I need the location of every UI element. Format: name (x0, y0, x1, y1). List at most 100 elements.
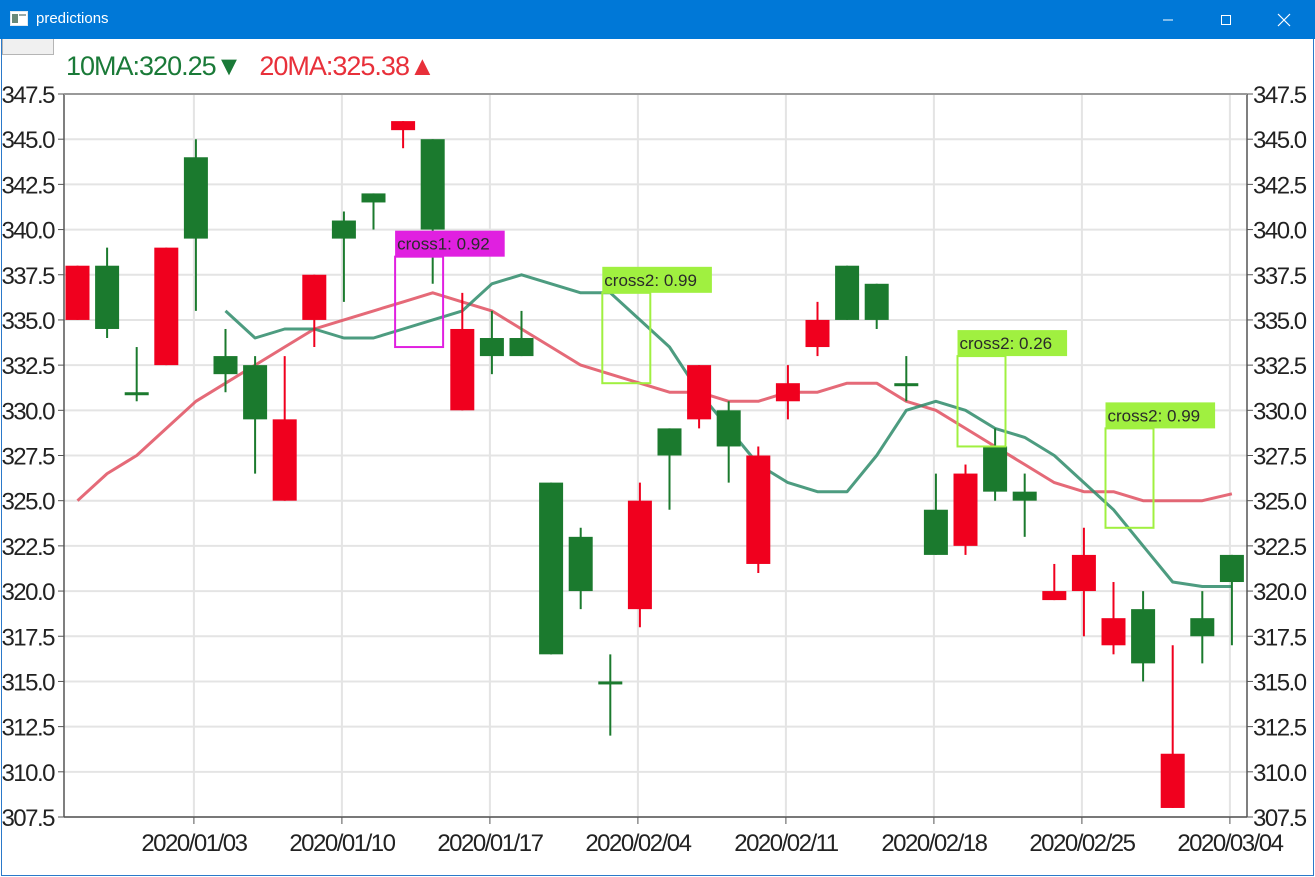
candle-body (627, 500, 652, 610)
xtick-label: 2020/02/11 (734, 830, 838, 857)
toolbar-stub[interactable] (2, 39, 54, 55)
ma-legend: 10MA:320.25▼ 20MA:325.38▲ (66, 51, 436, 82)
candle-body (598, 681, 623, 685)
ytick-label-left: 340.0 (2, 218, 55, 245)
candle-body (95, 265, 120, 329)
legend-ma10: 10MA:320.25▼ (66, 51, 242, 81)
candle-body (1131, 609, 1156, 664)
maximize-icon (1221, 14, 1231, 25)
candle-body (1101, 618, 1126, 646)
legend-ma20: 20MA:325.38▲ (259, 51, 435, 81)
annotation-label-bg (1105, 402, 1216, 429)
candle-body (716, 410, 741, 447)
ytick-label-right: 320.0 (1253, 579, 1307, 606)
ytick-label-left: 322.5 (2, 534, 55, 561)
candle-body (568, 536, 593, 592)
candle-body (864, 283, 889, 320)
xtick-label: 2020/01/03 (141, 830, 247, 857)
candle-body (687, 365, 712, 420)
candle-body (746, 455, 771, 564)
ytick-label-right: 345.0 (1253, 127, 1307, 154)
candle-body (953, 473, 978, 546)
candle-body (183, 157, 208, 239)
xtick-label: 2020/03/04 (1177, 830, 1283, 857)
candle-body (835, 265, 860, 320)
ytick-label-right: 317.5 (1253, 624, 1307, 651)
candle-body (1219, 554, 1244, 583)
candle-body (775, 383, 800, 402)
ytick-label-right: 315.0 (1253, 669, 1307, 696)
candlestick-chart: 347.5 347.5 345.0 345.0 342.5 342.5 340.0 340.0… (2, 82, 1308, 857)
annotation-box-cross2 (601, 291, 652, 385)
ytick-label-right: 310.0 (1253, 760, 1307, 787)
ytick-label-right: 327.5 (1253, 444, 1307, 471)
annotation-label-bg (957, 330, 1068, 357)
annotation-label: cross1: 0.92 (397, 235, 490, 254)
ytick-label-left: 335.0 (2, 308, 55, 335)
ytick-label-left: 332.5 (2, 353, 55, 380)
candle-body (124, 392, 149, 396)
ytick-label-right: 335.0 (1253, 308, 1307, 335)
annotation-label: cross2: 0.26 (960, 334, 1053, 353)
candle-body (983, 446, 1008, 492)
ytick-label-right: 312.5 (1253, 715, 1307, 742)
ytick-label-left: 345.0 (2, 127, 55, 154)
ytick-label-left: 342.5 (2, 172, 55, 199)
ytick-label-left: 327.5 (2, 444, 55, 471)
xtick-label: 2020/02/25 (1029, 830, 1135, 857)
maximize-button[interactable] (1197, 0, 1255, 39)
candle-body (243, 365, 268, 420)
app-icon (10, 11, 28, 26)
candle-body (923, 509, 948, 555)
ytick-label-left: 310.0 (2, 760, 55, 787)
ma20-line (76, 291, 1233, 503)
annotation-box-cross2 (1104, 427, 1155, 529)
candle-body (361, 193, 386, 203)
ytick-label-left: 317.5 (2, 624, 55, 651)
minimize-icon (1163, 19, 1173, 20)
candle-body (657, 428, 682, 456)
ytick-label-left: 325.0 (2, 489, 55, 516)
ytick-label-right: 322.5 (1253, 534, 1307, 561)
ytick-label-right: 347.5 (1253, 82, 1307, 109)
close-icon (1277, 13, 1291, 26)
candle-body (1160, 753, 1185, 808)
annotation-label-bg (602, 266, 712, 293)
ytick-label-left: 337.5 (2, 263, 55, 290)
ytick-label-right: 307.5 (1253, 805, 1307, 832)
minimize-button[interactable] (1139, 0, 1197, 39)
candle-body (420, 139, 445, 230)
candle-body (331, 220, 356, 239)
xtick-label: 2020/02/04 (585, 830, 691, 857)
candle-body (805, 319, 830, 348)
candle-body (272, 419, 297, 501)
candle-body (539, 482, 564, 655)
candle-body (1190, 618, 1215, 637)
candle-body (213, 356, 238, 375)
candle-body (65, 265, 90, 320)
candle-body (1042, 591, 1067, 601)
close-button[interactable] (1255, 0, 1313, 39)
candle-body (391, 121, 416, 131)
ytick-label-left: 320.0 (2, 579, 55, 606)
annotation-label: cross2: 0.99 (1108, 406, 1201, 425)
ytick-label-left: 312.5 (2, 715, 55, 742)
xtick-label: 2020/01/17 (437, 830, 543, 857)
ytick-label-right: 325.0 (1253, 489, 1307, 516)
ytick-label-right: 342.5 (1253, 172, 1307, 199)
candle-body (479, 338, 504, 357)
ytick-label-left: 307.5 (2, 805, 55, 832)
candle-body (1071, 554, 1096, 592)
annotation-box-cross2 (956, 355, 1007, 448)
ytick-label-right: 337.5 (1253, 263, 1307, 290)
xtick-label: 2020/01/10 (289, 830, 395, 857)
candle-body (154, 247, 179, 366)
candle-body (509, 338, 534, 357)
ytick-label-right: 340.0 (1253, 218, 1307, 245)
candle-body (894, 383, 919, 387)
xtick-label: 2020/02/18 (881, 830, 987, 857)
title-bar: predictions (0, 0, 1315, 39)
ytick-label-left: 315.0 (2, 669, 55, 696)
candle-body (450, 328, 475, 411)
ytick-label-right: 330.0 (1253, 398, 1307, 425)
